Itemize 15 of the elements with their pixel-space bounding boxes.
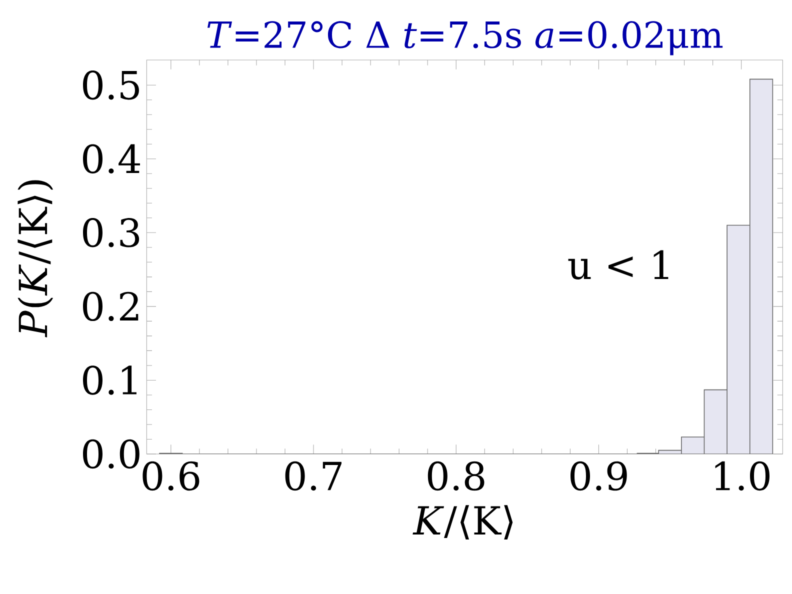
x-tick-label: 0.7 — [285, 461, 342, 491]
chart-title: T=27°C Δ t=7.5s a=0.02μm — [207, 21, 723, 56]
x-tick-label: 1.0 — [715, 461, 770, 491]
y-tick-label: 0.1 — [83, 366, 136, 395]
y-tick-label: 0.3 — [83, 218, 140, 248]
x-tick-label: 0.9 — [570, 461, 627, 491]
y-tick-label: 0.0 — [83, 439, 140, 469]
annotation: u < 1 — [568, 250, 668, 280]
y-tick-label: 0.4 — [83, 144, 140, 174]
y-tick-label: 0.2 — [83, 292, 138, 322]
x-axis-title: K/⟨K⟩ — [412, 505, 513, 540]
y-axis-title: P(K/⟨K⟩) — [18, 180, 54, 338]
y-tick-label: 0.5 — [83, 70, 139, 100]
x-tick-label: 0.6 — [142, 461, 200, 491]
x-tick-label: 0.8 — [428, 461, 484, 491]
